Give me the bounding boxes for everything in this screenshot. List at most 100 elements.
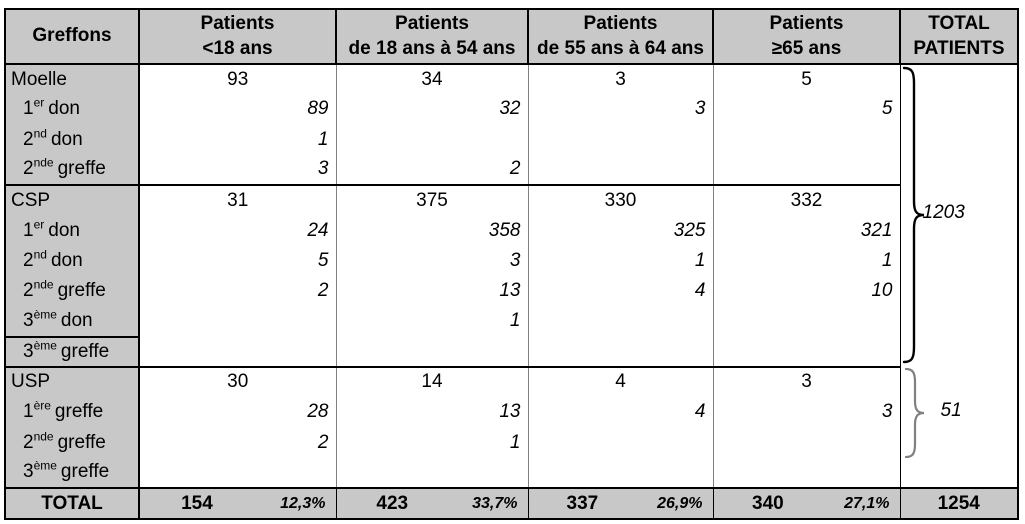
value-cell bbox=[713, 124, 901, 155]
table-header: Greffons Patients <18 ans Patients de 18 a… bbox=[4, 8, 1019, 65]
brace-container: 1203 51 bbox=[901, 65, 1018, 487]
total-cell-18-54: 423 33,7% bbox=[336, 487, 529, 520]
greffons-patients-table: Greffons Patients <18 ans Patients de 18 a… bbox=[4, 8, 1019, 520]
row-label-rest: don bbox=[60, 309, 93, 331]
row-label: 2 bbox=[23, 128, 34, 150]
total-count: 423 bbox=[376, 492, 409, 514]
row-label: 2 bbox=[23, 280, 34, 302]
value-cell: 3 bbox=[528, 94, 714, 125]
value-cell: 330 bbox=[528, 185, 714, 216]
header-line1: Patients bbox=[395, 12, 469, 34]
header-line1: Patients bbox=[583, 12, 658, 34]
header-line2: de 18 ans à 54 ans bbox=[348, 37, 516, 59]
header-line1: Patients bbox=[200, 12, 275, 34]
brace-moelle-csp-icon bbox=[902, 66, 924, 364]
value-cell bbox=[713, 427, 901, 458]
total-count: 340 bbox=[752, 492, 784, 514]
row-label-cell: 2nde greffe bbox=[4, 427, 140, 458]
row-label-rest: don bbox=[50, 128, 83, 150]
value-cell: 30 bbox=[139, 366, 337, 398]
row-label: 3 bbox=[23, 340, 34, 362]
row-label: 2 bbox=[23, 431, 34, 453]
value-cell: 321 bbox=[713, 215, 901, 246]
value-cell: 1 bbox=[336, 427, 529, 458]
table-body: Moelle 93 34 3 5 1203 51 1er don bbox=[4, 64, 1019, 488]
value-cell bbox=[528, 427, 714, 458]
row-label-cell: 1er don bbox=[4, 215, 140, 246]
total-patients-column: 1203 51 bbox=[899, 64, 1019, 488]
row-label-sup: ème bbox=[33, 338, 57, 353]
total-count: 154 bbox=[181, 492, 213, 514]
row-label-sup: nde bbox=[33, 277, 54, 292]
row-csp-3eme-don: 3ème don 1 bbox=[4, 306, 1018, 337]
total-percent: 26,9% bbox=[657, 494, 703, 512]
total-cell-under18: 154 12,3% bbox=[139, 487, 337, 520]
row-label-rest: don bbox=[48, 219, 80, 241]
total-cell-55-64: 337 26,9% bbox=[528, 487, 714, 520]
total-cell-65plus: 340 27,1% bbox=[713, 487, 901, 520]
value-cell: 3 bbox=[713, 366, 901, 398]
header-greffons: Greffons bbox=[4, 8, 140, 65]
value-cell: 3 bbox=[336, 245, 529, 276]
row-label-cell: 2nde greffe bbox=[4, 154, 140, 187]
row-label: 3 bbox=[23, 461, 34, 483]
row-label-cell: 3ème don bbox=[4, 306, 140, 337]
row-label-cell: 1er don bbox=[4, 94, 140, 125]
value-cell bbox=[713, 306, 901, 337]
header-line1: Patients bbox=[769, 12, 844, 34]
value-cell: 332 bbox=[713, 185, 901, 216]
value-cell bbox=[713, 336, 901, 368]
value-cell: 4 bbox=[528, 275, 714, 307]
brace-total-moelle-csp: 1203 bbox=[922, 202, 965, 223]
row-label-rest: don bbox=[48, 98, 80, 120]
row-csp-3eme-greffe: 3ème greffe bbox=[4, 335, 1018, 368]
row-label-cell: 2nd don bbox=[4, 245, 140, 276]
row-label-cell: USP bbox=[4, 366, 140, 398]
value-cell bbox=[528, 306, 714, 337]
value-cell: 13 bbox=[336, 397, 529, 428]
value-cell: 89 bbox=[139, 94, 337, 125]
row-label-rest: greffe bbox=[54, 401, 104, 423]
value-cell: 1 bbox=[713, 245, 901, 276]
row-label-cell: CSP bbox=[4, 185, 140, 216]
row-label-cell: Moelle bbox=[4, 64, 140, 95]
value-cell: 34 bbox=[336, 64, 529, 95]
header-age-55-64: Patients de 55 ans à 64 ans bbox=[527, 8, 714, 65]
row-label: 1 bbox=[23, 98, 34, 120]
row-moelle: Moelle 93 34 3 5 1203 51 bbox=[4, 64, 1019, 488]
header-age-65plus: Patients ≥65 ans bbox=[712, 8, 901, 65]
header-age-18-54: Patients de 18 ans à 54 ans bbox=[335, 8, 529, 65]
row-label-cell: 3ème greffe bbox=[4, 335, 140, 368]
header-line2: de 55 ans à 64 ans bbox=[537, 37, 704, 59]
row-label-rest: greffe bbox=[60, 340, 110, 362]
value-cell: 2 bbox=[336, 154, 529, 187]
total-percent: 12,3% bbox=[280, 494, 326, 512]
row-label: CSP bbox=[11, 189, 51, 211]
row-label-sup: nde bbox=[33, 156, 54, 171]
header-total-patients: TOTAL PATIENTS bbox=[899, 8, 1019, 65]
row-label-sup: er bbox=[33, 217, 45, 232]
value-cell: 4 bbox=[528, 366, 714, 398]
value-cell bbox=[528, 154, 714, 187]
row-csp: CSP 31 375 330 332 bbox=[4, 185, 1018, 216]
brace-total-usp: 51 bbox=[940, 400, 962, 421]
value-cell bbox=[528, 336, 714, 368]
value-cell: 5 bbox=[139, 245, 337, 276]
row-label-sup: er bbox=[33, 96, 45, 111]
row-label: 1 bbox=[23, 219, 34, 241]
value-cell: 325 bbox=[528, 215, 714, 246]
total-label-cell: TOTAL bbox=[4, 487, 140, 520]
row-usp-2nde-greffe: 2nde greffe 2 1 bbox=[4, 427, 1018, 458]
value-cell: 2 bbox=[139, 427, 337, 458]
total-percent: 27,1% bbox=[844, 494, 890, 512]
value-cell: 5 bbox=[713, 94, 901, 125]
grand-total-cell: 1254 bbox=[899, 487, 1018, 520]
header-line2: ≥65 ans bbox=[771, 37, 842, 59]
total-row: TOTAL 154 12,3% 423 33,7% 337 26,9% 340 27,1… bbox=[4, 487, 1018, 520]
value-cell bbox=[336, 336, 529, 368]
value-cell bbox=[528, 124, 714, 155]
value-cell: 2 bbox=[139, 275, 337, 307]
header-line2: PATIENTS bbox=[913, 37, 1005, 59]
value-cell bbox=[713, 457, 901, 488]
value-cell bbox=[139, 306, 337, 337]
